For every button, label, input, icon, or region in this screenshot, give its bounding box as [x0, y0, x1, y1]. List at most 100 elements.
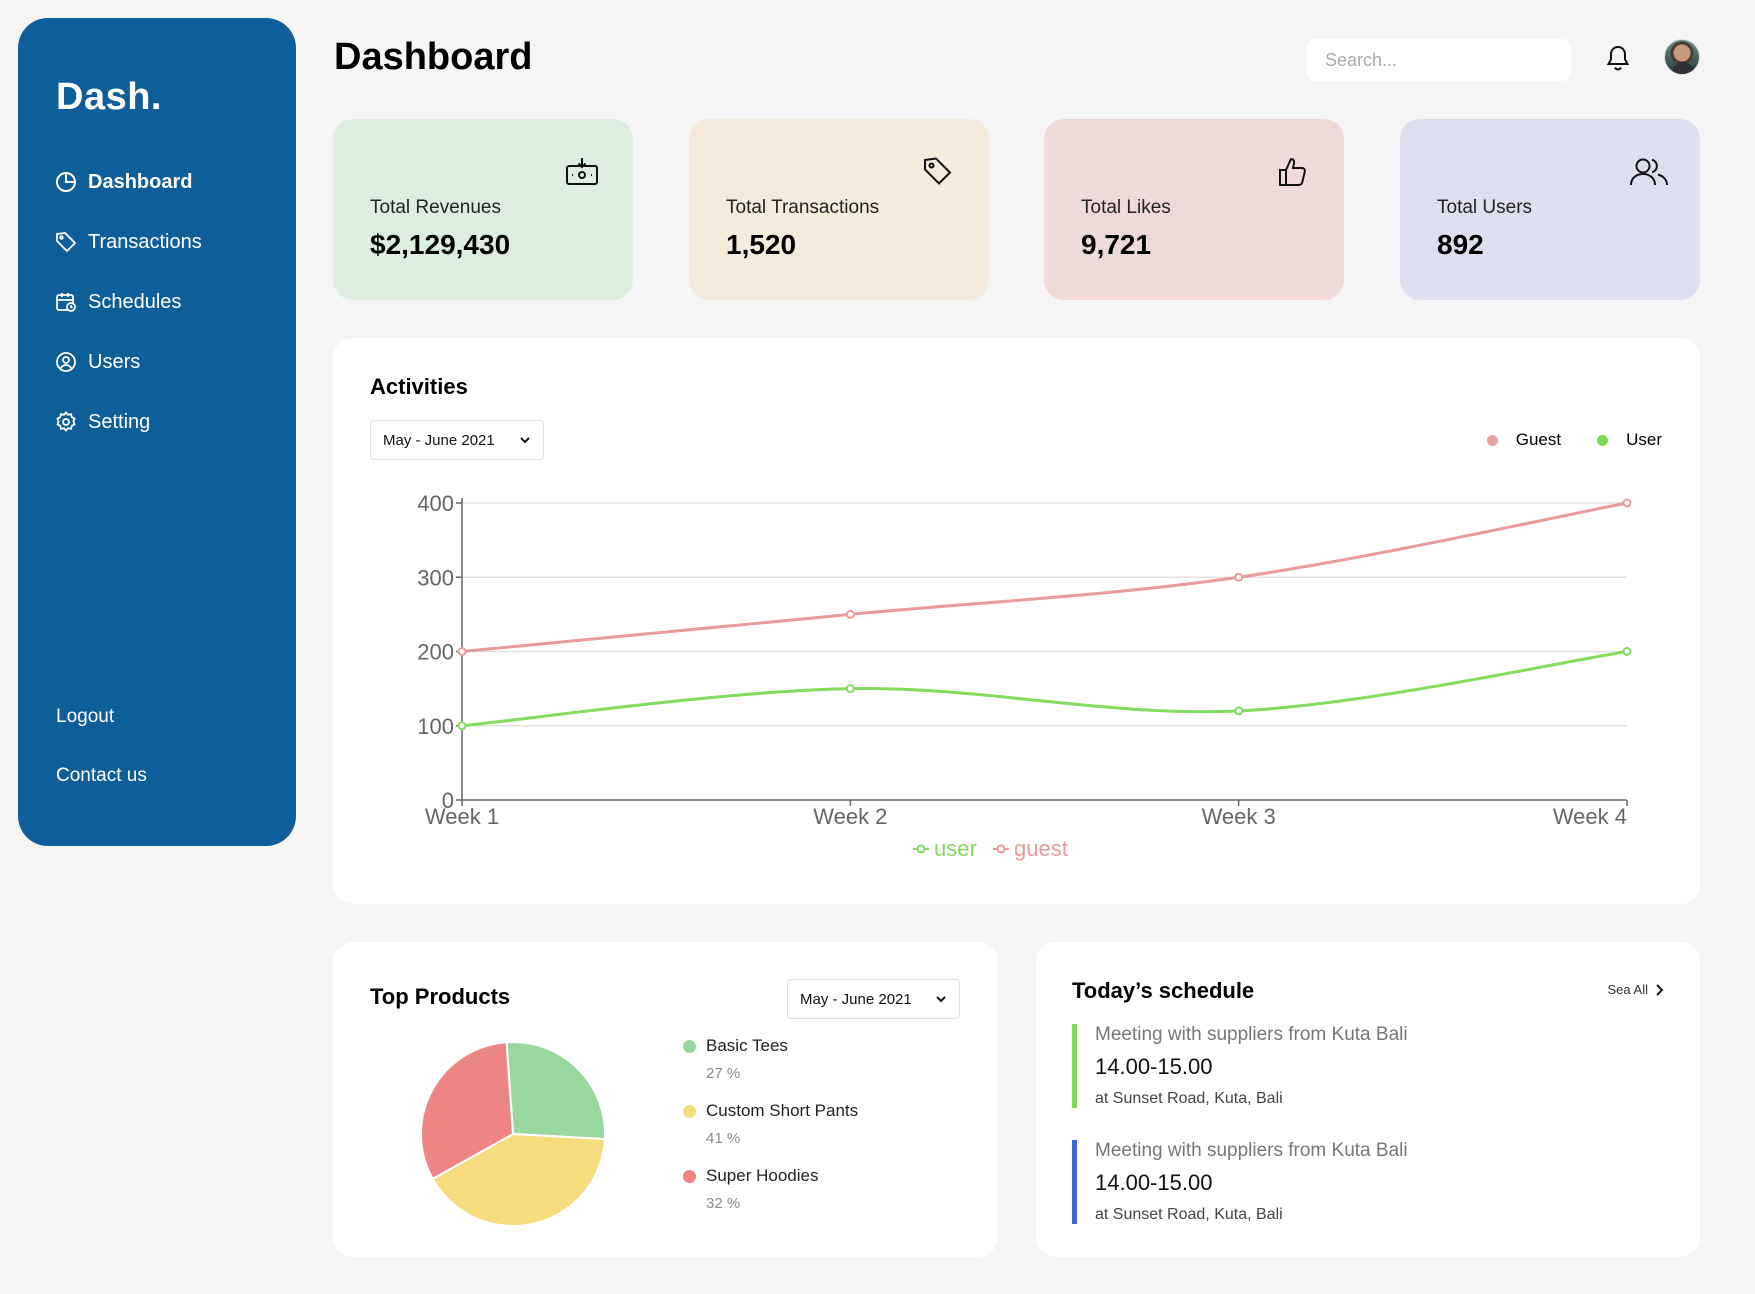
- schedule-item-title: Meeting with suppliers from Kuta Bali: [1095, 1024, 1408, 1045]
- sidebar: Dash. Dashboard Transactions Schedules U…: [18, 18, 296, 846]
- data-point-user[interactable]: [457, 721, 467, 731]
- schedule-item[interactable]: Meeting with suppliers from Kuta Bali 14…: [1072, 1024, 1632, 1108]
- see-all-label: Sea All: [1607, 982, 1648, 997]
- sidebar-item-transactions[interactable]: Transactions: [54, 228, 202, 256]
- legend-dot: [1597, 434, 1609, 446]
- legend-marker: [996, 844, 1006, 854]
- series-line-user: [461, 650, 1628, 728]
- card-value: 9,721: [1081, 229, 1152, 260]
- pie-slice[interactable]: [420, 1041, 515, 1181]
- chevron-down-icon: [936, 996, 946, 1003]
- schedule-item-title: Meeting with suppliers from Kuta Bali: [1095, 1140, 1408, 1161]
- card-total-users: Total Users 892: [1400, 119, 1700, 300]
- activities-panel: Activities May - June 2021 Guest User 0 1…: [333, 338, 1700, 904]
- data-point-guest[interactable]: [1234, 572, 1244, 582]
- sidebar-item-dashboard[interactable]: Dashboard: [54, 168, 202, 196]
- pie-legend-item: Custom Short Pants 41 %: [683, 1101, 858, 1147]
- data-point-guest[interactable]: [1622, 498, 1632, 508]
- activities-title: Activities: [370, 374, 468, 399]
- product-percent: 41 %: [706, 1130, 741, 1147]
- data-point-user[interactable]: [1234, 706, 1244, 716]
- legend-label: guest: [1014, 836, 1068, 861]
- card-label: Total Revenues: [370, 197, 501, 218]
- chevron-down-icon: [520, 437, 530, 444]
- card-total-transactions: Total Transactions 1,520: [689, 119, 989, 300]
- legend-dot: [683, 1104, 696, 1118]
- data-point-guest[interactable]: [457, 647, 467, 656]
- avatar[interactable]: [1664, 39, 1700, 75]
- top-products-period-select[interactable]: May - June 2021: [787, 979, 960, 1019]
- schedule-item-time: 14.00-15.00: [1095, 1054, 1213, 1079]
- pie-legend-item: Basic Tees 27 %: [683, 1036, 858, 1082]
- schedule-item-location: at Sunset Road, Kuta, Bali: [1095, 1090, 1283, 1107]
- users-icon: [1630, 158, 1668, 186]
- select-value: May - June 2021: [800, 990, 912, 1008]
- sidebar-item-schedules[interactable]: Schedules: [54, 288, 202, 316]
- pie-slice[interactable]: [431, 1132, 606, 1227]
- pie-legend-item: Super Hoodies 32 %: [683, 1166, 858, 1212]
- chevron-right-icon: [1656, 983, 1664, 996]
- legend-dot: [683, 1169, 696, 1183]
- data-point-user[interactable]: [845, 684, 855, 694]
- legend-item-guest: guest: [993, 836, 1068, 861]
- card-label: Total Transactions: [726, 197, 880, 218]
- tag-icon: [56, 232, 77, 253]
- top-products-panel: Top Products May - June 2021 Basic Tees …: [333, 942, 998, 1257]
- contact-link[interactable]: Contact us: [56, 765, 147, 786]
- top-products-title: Top Products: [370, 984, 511, 1009]
- sidebar-item-label: Users: [88, 350, 141, 373]
- sidebar-footer: Logout Contact us: [56, 706, 147, 824]
- data-point-user[interactable]: [1622, 647, 1632, 656]
- card-value: $2,129,430: [370, 229, 511, 260]
- logo: Dash.: [56, 76, 162, 118]
- product-name: Custom Short Pants: [706, 1101, 859, 1120]
- x-tick-label: Week 3: [1202, 804, 1276, 829]
- pie-chart-icon: [56, 172, 76, 192]
- activities-period-select[interactable]: May - June 2021: [370, 420, 544, 460]
- schedule-item[interactable]: Meeting with suppliers from Kuta Bali 14…: [1072, 1140, 1632, 1224]
- product-percent: 27 %: [706, 1065, 741, 1082]
- product-name: Super Hoodies: [706, 1166, 819, 1185]
- activities-line-chart: 0 100 200 300 400 Week 1 Week 2 Week 3 Week 4 use…: [417, 491, 1632, 861]
- y-tick-label: 100: [417, 714, 454, 739]
- money-icon: [566, 158, 598, 185]
- select-value: May - June 2021: [383, 431, 495, 449]
- legend-dot: [683, 1039, 696, 1053]
- y-tick-label: 300: [417, 565, 454, 590]
- sidebar-item-label: Setting: [88, 410, 151, 433]
- card-total-likes: Total Likes 9,721: [1044, 119, 1344, 300]
- x-tick-label: Week 4: [1553, 804, 1627, 829]
- pie-slice[interactable]: [505, 1041, 606, 1141]
- product-percent: 32 %: [706, 1195, 741, 1212]
- card-total-revenues: Total Revenues $2,129,430: [333, 119, 633, 300]
- sidebar-item-label: Transactions: [88, 230, 202, 253]
- card-value: 1,520: [726, 229, 797, 260]
- schedule-item-location: at Sunset Road, Kuta, Bali: [1095, 1206, 1283, 1223]
- gear-icon: [56, 411, 76, 432]
- card-label: Total Likes: [1081, 197, 1171, 218]
- sidebar-item-label: Schedules: [88, 290, 182, 313]
- legend-label: User: [1626, 430, 1662, 449]
- card-value: 892: [1437, 229, 1484, 260]
- sidebar-nav: Dashboard Transactions Schedules Users S…: [54, 168, 202, 468]
- sidebar-item-setting[interactable]: Setting: [54, 408, 202, 436]
- y-tick-label: 200: [417, 640, 454, 665]
- y-tick-label: 400: [417, 491, 454, 516]
- sidebar-item-label: Dashboard: [88, 170, 193, 193]
- legend-label: Guest: [1515, 430, 1562, 449]
- user-circle-icon: [56, 352, 76, 372]
- logout-link[interactable]: Logout: [56, 706, 115, 727]
- sidebar-item-users[interactable]: Users: [54, 348, 202, 376]
- schedule-title: Today’s schedule: [1072, 978, 1255, 1003]
- tag-icon: [924, 157, 952, 185]
- data-point-guest[interactable]: [845, 609, 855, 619]
- product-name: Basic Tees: [706, 1036, 788, 1055]
- legend-dot: [1486, 434, 1498, 446]
- page-title: Dashboard: [334, 36, 533, 78]
- thumbs-up-icon: [1279, 157, 1306, 186]
- legend-item-user: User: [1597, 430, 1662, 450]
- see-all-link[interactable]: Sea All: [1608, 982, 1664, 997]
- search-input[interactable]: [1325, 49, 1557, 71]
- bell-icon[interactable]: [1605, 44, 1631, 72]
- schedule-panel: Today’s schedule Sea All Meeting with su…: [1036, 942, 1700, 1257]
